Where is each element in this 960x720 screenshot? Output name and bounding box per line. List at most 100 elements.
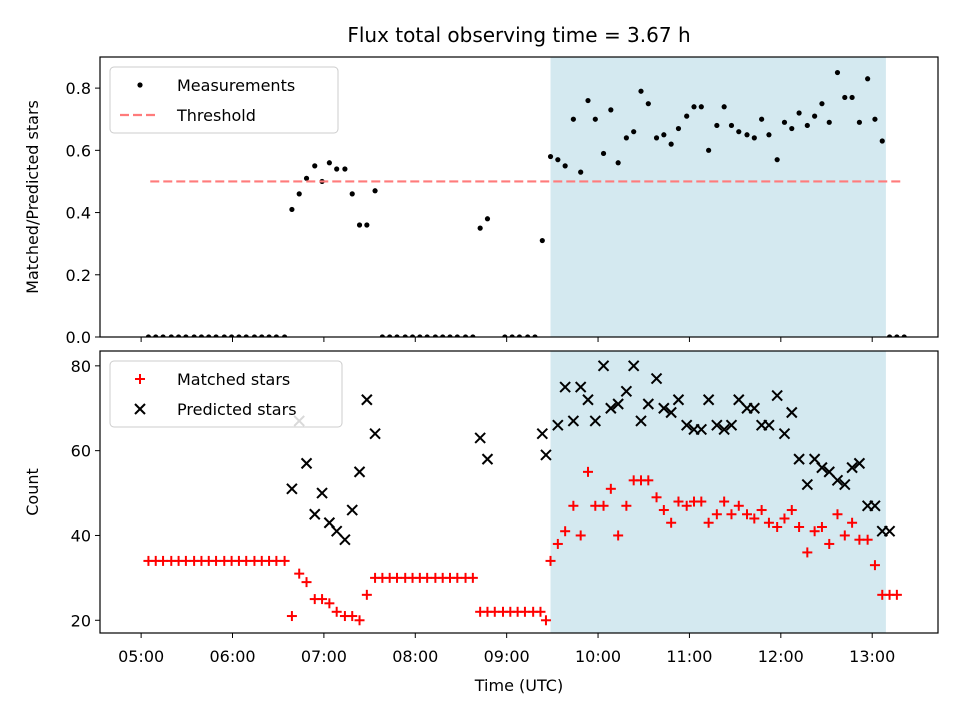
matched-star-point [582,466,593,477]
measurement-point [243,334,249,337]
measurement-point [684,113,690,119]
measurement-point [387,334,393,337]
measurement-point [470,334,476,337]
matched-star-point [772,521,783,532]
predicted-star-point [286,483,298,495]
measurement-point [600,150,607,157]
measurement-point [266,334,272,337]
measurement-point [312,163,318,169]
measurement-point [175,334,182,337]
matched-star-point [869,560,880,571]
matched-star-point [824,538,835,549]
measurement-point [865,76,871,82]
measurement-point [834,69,841,76]
predicted-star-point [650,372,663,385]
measurement-point [645,101,651,107]
matched-star-point [560,526,571,537]
predicted-star-point [733,394,745,406]
matched-star-point [286,611,297,622]
predicted-star-point [711,419,723,431]
measurement-point [774,157,780,163]
measurement-point [477,225,483,231]
measurement-point [706,147,712,153]
matched-star-point [294,568,305,579]
top-highlight-span [550,57,886,337]
predicted-star-point [869,500,881,512]
predicted-star-point [474,432,486,444]
predicted-star-point [635,415,647,427]
measurement-point [796,110,802,116]
measurement-point [342,166,348,172]
measurement-point [826,119,832,125]
predicted-star-point [567,415,580,427]
measurement-point [886,334,893,337]
top-panel: 0.0 0.2 0.4 0.6 0.8 Matched/Predicted stars Me… [23,56,939,347]
measurement-point [364,222,370,228]
measurement-point [615,160,621,166]
measurement-point [326,160,332,166]
matched-star-point [726,509,737,520]
predicted-star-point [552,419,564,431]
matched-star-point [839,530,850,541]
matched-star-point [613,530,624,541]
bottom-legend: Matched stars Predicted stars [109,360,343,428]
predicted-star-point [627,360,640,372]
predicted-star-point [316,487,328,499]
bottom-y-tick-label: 20 [71,611,91,630]
top-y-tick-label: 0.6 [66,141,91,160]
predicted-star-point [823,466,835,478]
bottom-y-axis-label: Count [23,468,42,516]
matched-star-point [847,517,858,528]
measurement-point [356,222,363,228]
matched-star-point [779,513,790,524]
matched-star-point [621,500,632,511]
measurement-point [440,334,446,337]
measurement-point [379,334,385,337]
predicted-star-point [346,504,358,516]
predicted-star-point [540,449,552,461]
bottom-series-matched-stars [143,466,902,626]
predicted-star-point [718,423,730,436]
matched-star-point [651,492,662,503]
matched-star-point [301,577,312,588]
top-legend-label: Threshold [176,106,256,125]
matched-star-point [742,509,753,520]
measurement-point [191,334,197,337]
matched-star-point [756,505,767,516]
measurement-point [303,175,310,181]
bottom-panel: 20 40 60 80 05:00 06:00 07:00 08:00 09:00 10:00 11… [23,350,939,666]
matched-star-point [733,500,744,511]
matched-star-point [794,521,805,532]
matched-star-point [763,517,774,528]
top-y-tick-label: 0.2 [66,266,91,285]
measurement-point [349,191,355,197]
measurement-point [168,334,174,337]
predicted-star-point [330,525,343,537]
predicted-star-point [816,461,828,474]
matched-star-point [643,475,654,486]
measurement-point [509,334,515,337]
predicted-star-point [831,474,844,487]
bottom-highlight-span [550,351,886,633]
predicted-star-point [481,453,494,465]
matched-star-point [802,547,813,558]
predicted-star-point [695,423,708,436]
matched-star-point [347,611,358,622]
predicted-star-point [883,525,896,537]
predicted-star-point [778,427,791,440]
measurement-point [372,188,378,194]
matched-star-point [786,505,797,516]
legend-measurement-swatch [137,82,143,88]
measurement-point [562,163,568,169]
legend-predicted-swatch [134,403,146,415]
measurement-point [578,169,584,175]
predicted-star-point [725,419,738,431]
bottom-legend-label: Predicted stars [177,400,297,419]
measurement-point [532,334,538,337]
measurement-point [409,334,416,337]
measurement-point [183,334,189,337]
top-series-measurements [145,69,907,337]
x-tick-label: 06:00 [209,647,255,666]
predicted-star-point [300,457,313,470]
measurement-point [638,88,644,94]
